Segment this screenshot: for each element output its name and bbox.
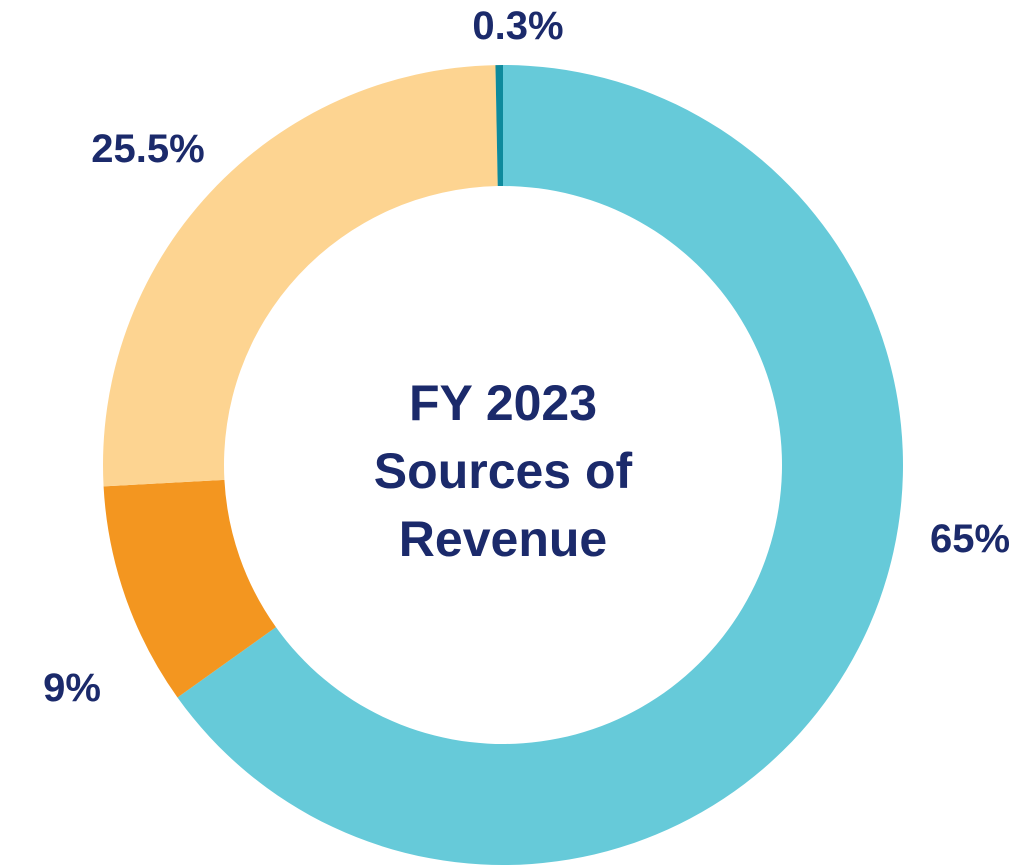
- donut-slice-3: [495, 65, 503, 187]
- slice-labels: 65% 9% 25.5% 0.3%: [43, 4, 1010, 710]
- donut-slice-1: [103, 479, 276, 698]
- donut-slice-0: [177, 65, 904, 865]
- chart-title-line-1: FY 2023: [409, 375, 597, 431]
- donut-slice-2: [103, 65, 498, 487]
- chart-title-line-2: Sources of: [374, 443, 633, 499]
- slice-label-1: 9%: [43, 666, 101, 710]
- slice-label-0: 65%: [930, 517, 1010, 561]
- chart-title-line-3: Revenue: [399, 511, 607, 567]
- slice-label-3: 0.3%: [472, 4, 563, 48]
- slice-label-2: 25.5%: [91, 127, 204, 171]
- donut-slices: [103, 65, 904, 865]
